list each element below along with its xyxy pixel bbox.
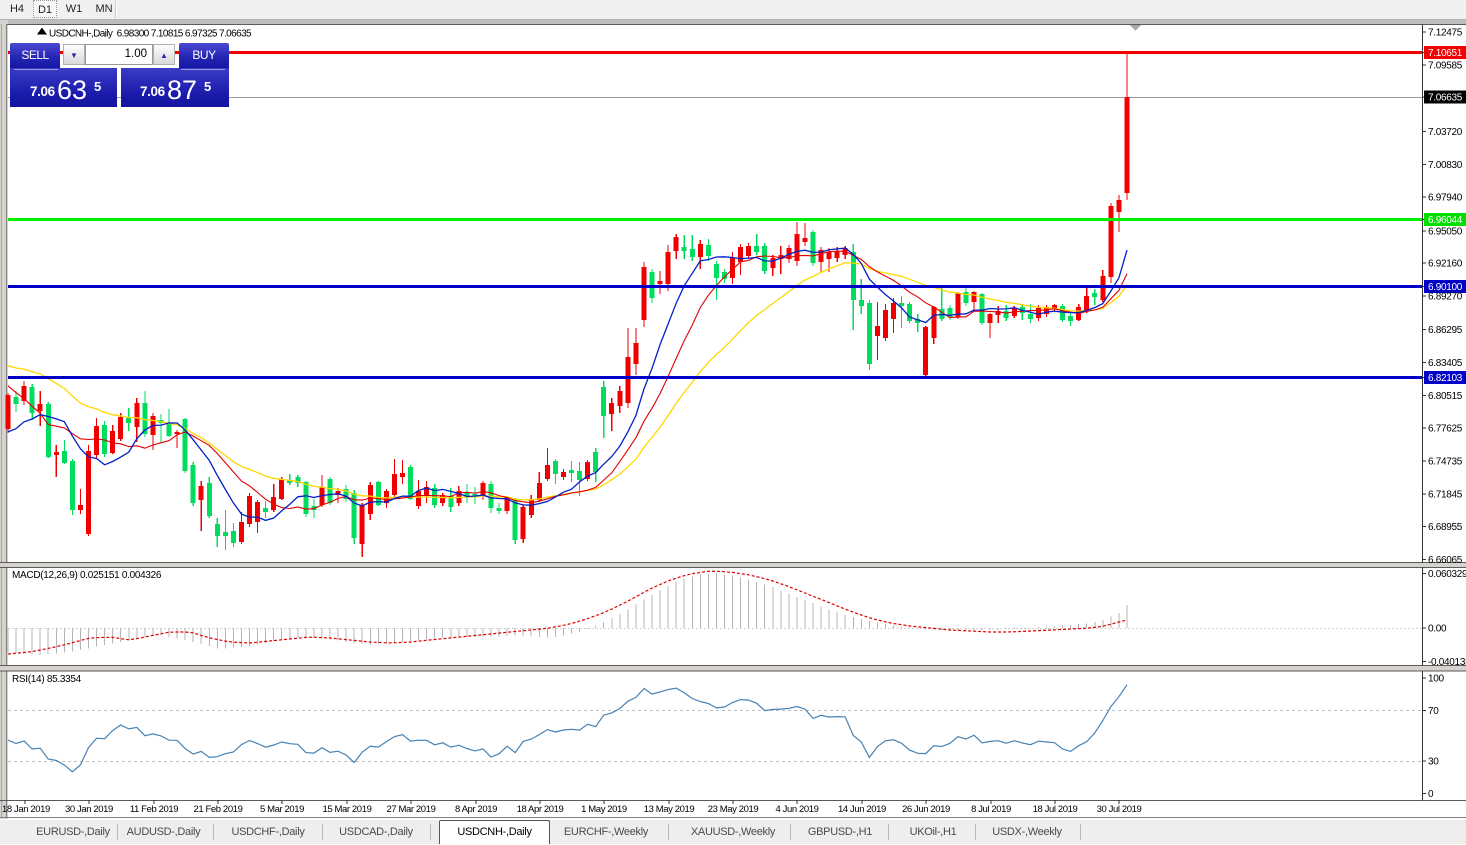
- svg-text:6.90100: 6.90100: [1428, 282, 1463, 293]
- svg-text:0.060329: 0.060329: [1428, 569, 1466, 580]
- svg-text:6.95050: 6.95050: [1428, 226, 1463, 237]
- svg-text:70: 70: [1428, 706, 1439, 717]
- svg-text:6.97940: 6.97940: [1428, 193, 1463, 204]
- svg-text:30 Jul 2019: 30 Jul 2019: [1097, 804, 1142, 815]
- svg-text:0.00: 0.00: [1428, 624, 1447, 635]
- svg-text:1 May 2019: 1 May 2019: [581, 804, 627, 815]
- svg-text:6.68955: 6.68955: [1428, 522, 1463, 533]
- svg-text:21 Feb 2019: 21 Feb 2019: [194, 804, 243, 815]
- svg-text:27 Mar 2019: 27 Mar 2019: [387, 804, 436, 815]
- svg-text:6.80515: 6.80515: [1428, 391, 1463, 402]
- svg-text:6.71845: 6.71845: [1428, 489, 1463, 500]
- svg-text:6.89270: 6.89270: [1428, 291, 1463, 302]
- svg-text:6.74735: 6.74735: [1428, 457, 1463, 468]
- svg-text:4 Jun 2019: 4 Jun 2019: [775, 804, 818, 815]
- svg-text:6.86295: 6.86295: [1428, 325, 1463, 336]
- svg-text:8 Apr 2019: 8 Apr 2019: [455, 804, 497, 815]
- svg-text:13 May 2019: 13 May 2019: [644, 804, 695, 815]
- svg-text:RSI(14) 85.3354: RSI(14) 85.3354: [12, 674, 82, 685]
- svg-text:6.77625: 6.77625: [1428, 424, 1463, 435]
- svg-text:6.96044: 6.96044: [1428, 215, 1463, 226]
- svg-text:18 Jul 2019: 18 Jul 2019: [1033, 804, 1078, 815]
- svg-text:11 Feb 2019: 11 Feb 2019: [130, 804, 178, 815]
- svg-text:18 Apr 2019: 18 Apr 2019: [517, 804, 564, 815]
- svg-text:18 Jan 2019: 18 Jan 2019: [2, 804, 50, 815]
- svg-text:6.66065: 6.66065: [1428, 555, 1463, 566]
- svg-text:23 May 2019: 23 May 2019: [708, 804, 759, 815]
- svg-text:8 Jul 2019: 8 Jul 2019: [971, 804, 1011, 815]
- svg-text:30: 30: [1428, 757, 1439, 768]
- svg-text:5 Mar 2019: 5 Mar 2019: [260, 804, 304, 815]
- svg-text:USDCNH-,Daily 6.98300 7.10815: USDCNH-,Daily 6.98300 7.10815 6.97325 7.…: [49, 29, 252, 40]
- svg-text:6.82103: 6.82103: [1428, 373, 1463, 384]
- svg-text:7.00830: 7.00830: [1428, 160, 1463, 171]
- svg-text:7.12475: 7.12475: [1428, 28, 1463, 39]
- svg-text:30 Jan 2019: 30 Jan 2019: [65, 804, 113, 815]
- svg-text:7.06635: 7.06635: [1428, 93, 1463, 104]
- svg-text:6.92160: 6.92160: [1428, 258, 1463, 269]
- svg-text:7.03720: 7.03720: [1428, 127, 1463, 138]
- svg-text:-0.040135: -0.040135: [1428, 657, 1466, 668]
- svg-text:7.09585: 7.09585: [1428, 61, 1463, 72]
- svg-text:100: 100: [1428, 674, 1445, 685]
- svg-text:14 Jun 2019: 14 Jun 2019: [838, 804, 886, 815]
- svg-text:7.10651: 7.10651: [1428, 48, 1463, 59]
- svg-text:0: 0: [1428, 789, 1434, 800]
- svg-text:6.83405: 6.83405: [1428, 358, 1463, 369]
- svg-text:15 Mar 2019: 15 Mar 2019: [323, 804, 372, 815]
- svg-text:MACD(12,26,9) 0.025151 0.00432: MACD(12,26,9) 0.025151 0.004326: [12, 570, 162, 581]
- svg-text:26 Jun 2019: 26 Jun 2019: [902, 804, 950, 815]
